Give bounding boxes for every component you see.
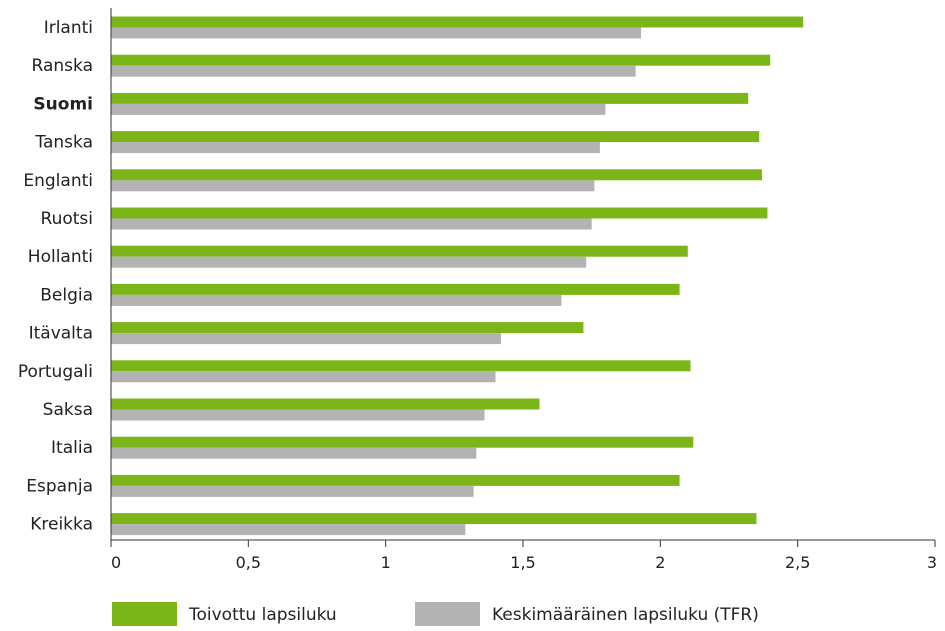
x-axis-ticks: 0 0,5 1 1,5 2 2,5 3: [110, 540, 937, 572]
bars-group: [111, 16, 804, 536]
bar-tfr-hollanti: [111, 256, 587, 268]
category-label-portugali: Portugali: [18, 362, 93, 382]
x-tick-label: 0: [111, 553, 121, 572]
bar-toivottu-italia: [111, 436, 694, 448]
category-label-tanska: Tanska: [34, 133, 93, 153]
legend-swatch-tfr: [415, 602, 480, 626]
category-label-ranska: Ranska: [32, 56, 93, 76]
x-tick-label: 1,5: [510, 553, 535, 572]
bar-toivottu-hollanti: [111, 245, 688, 257]
category-label-irlanti: Irlanti: [44, 18, 93, 38]
bar-tfr-italia: [111, 447, 477, 459]
bar-tfr-portugali: [111, 371, 496, 383]
legend-label-toivottu: Toivottu lapsiluku: [188, 605, 337, 625]
bar-toivottu-belgia: [111, 283, 680, 295]
bar-toivottu-tanska: [111, 131, 760, 143]
bar-toivottu-ranska: [111, 54, 771, 66]
bar-toivottu-kreikka: [111, 513, 757, 525]
x-tick-label: 2: [655, 553, 665, 572]
category-label-belgia: Belgia: [40, 285, 93, 305]
bar-toivottu-saksa: [111, 398, 540, 410]
legend: Toivottu lapsiluku Keskimääräinen lapsilu…: [112, 602, 759, 626]
bar-tfr-kreikka: [111, 524, 466, 536]
bar-toivottu-ruotsi: [111, 207, 768, 219]
bar-toivottu-espanja: [111, 474, 680, 486]
legend-swatch-toivottu: [112, 602, 177, 626]
category-label-saksa: Saksa: [43, 400, 93, 420]
x-tick-label: 3: [927, 553, 937, 572]
x-tick-label: 1: [381, 553, 391, 572]
bar-tfr-belgia: [111, 294, 562, 306]
legend-label-tfr: Keskimääräinen lapsiluku (TFR): [492, 605, 759, 625]
category-label-englanti: Englanti: [23, 171, 93, 191]
x-tick-label: 0,5: [236, 553, 261, 572]
bar-tfr-espanja: [111, 485, 474, 497]
category-label-kreikka: Kreikka: [30, 515, 93, 535]
category-label-itavalta: Itävalta: [29, 324, 93, 344]
category-labels: Irlanti Ranska Suomi Tanska Englanti Ruotsi Ho…: [18, 18, 93, 535]
bar-toivottu-suomi: [111, 92, 749, 104]
bar-tfr-itavalta: [111, 333, 502, 345]
bar-toivottu-itavalta: [111, 322, 584, 334]
bar-tfr-ranska: [111, 65, 636, 77]
bar-tfr-englanti: [111, 180, 595, 192]
category-label-ruotsi: Ruotsi: [41, 209, 93, 229]
category-label-hollanti: Hollanti: [28, 247, 93, 267]
category-label-italia: Italia: [51, 438, 93, 458]
bar-tfr-tanska: [111, 142, 600, 154]
bar-tfr-irlanti: [111, 27, 642, 39]
bar-tfr-ruotsi: [111, 218, 592, 230]
bar-tfr-saksa: [111, 409, 485, 421]
category-label-espanja: Espanja: [26, 476, 93, 496]
x-tick-label: 2,5: [785, 553, 810, 572]
bar-tfr-suomi: [111, 103, 606, 115]
bar-toivottu-irlanti: [111, 16, 804, 28]
bar-toivottu-portugali: [111, 360, 691, 372]
bar-toivottu-englanti: [111, 169, 762, 181]
category-label-suomi: Suomi: [33, 94, 93, 114]
